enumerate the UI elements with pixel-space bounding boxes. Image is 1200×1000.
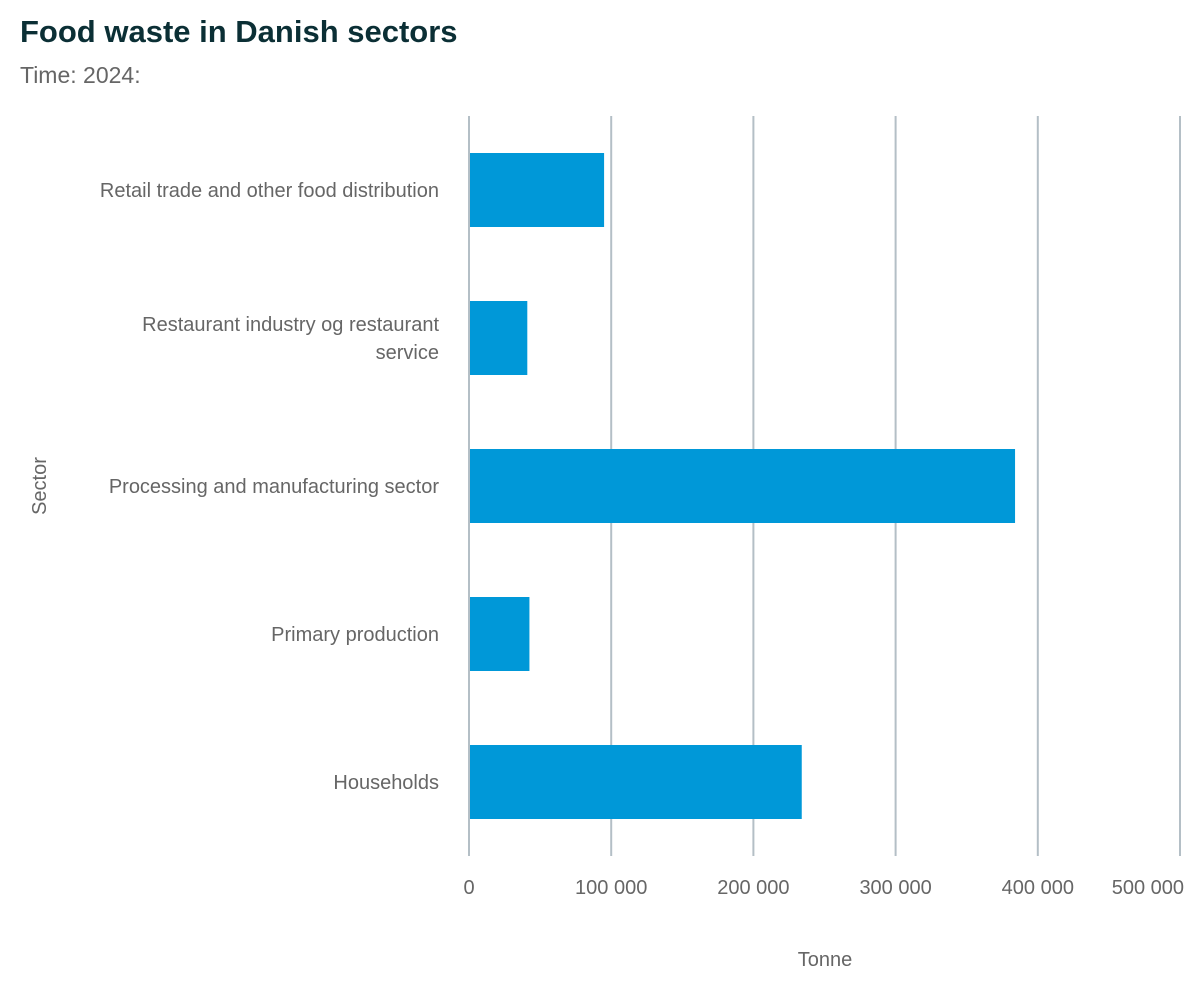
bar (470, 597, 530, 671)
bar (470, 449, 1016, 523)
x-tick-label: 0 (463, 877, 474, 899)
category-label: Retail trade and other food distribution (100, 180, 439, 202)
bar (470, 745, 802, 819)
category-label: Restaurant industry og restaurant service (142, 314, 439, 364)
x-tick-label: 300 000 (859, 877, 931, 899)
chart-title: Food waste in Danish sectors (20, 14, 458, 49)
category-labels: Retail trade and other food distribution… (100, 180, 440, 794)
x-tick-label: 200 000 (717, 877, 789, 899)
category-label: Households (333, 772, 439, 794)
bar (470, 301, 528, 375)
bar (470, 153, 605, 227)
x-tick-label: 100 000 (575, 877, 647, 899)
x-axis-label: Tonne (798, 949, 853, 971)
x-tick-label: 400 000 (1002, 877, 1074, 899)
bars (470, 153, 1016, 819)
category-label: Primary production (271, 624, 439, 646)
x-tick-label: 500 000 (1112, 877, 1184, 899)
category-label: Processing and manufacturing sector (109, 476, 440, 498)
x-tick-labels: 0 100 000 200 000 300 000 400 000 500 000 (463, 877, 1184, 899)
y-axis-label: Sector (29, 457, 51, 515)
chart-subtitle: Time: 2024: (20, 62, 141, 88)
